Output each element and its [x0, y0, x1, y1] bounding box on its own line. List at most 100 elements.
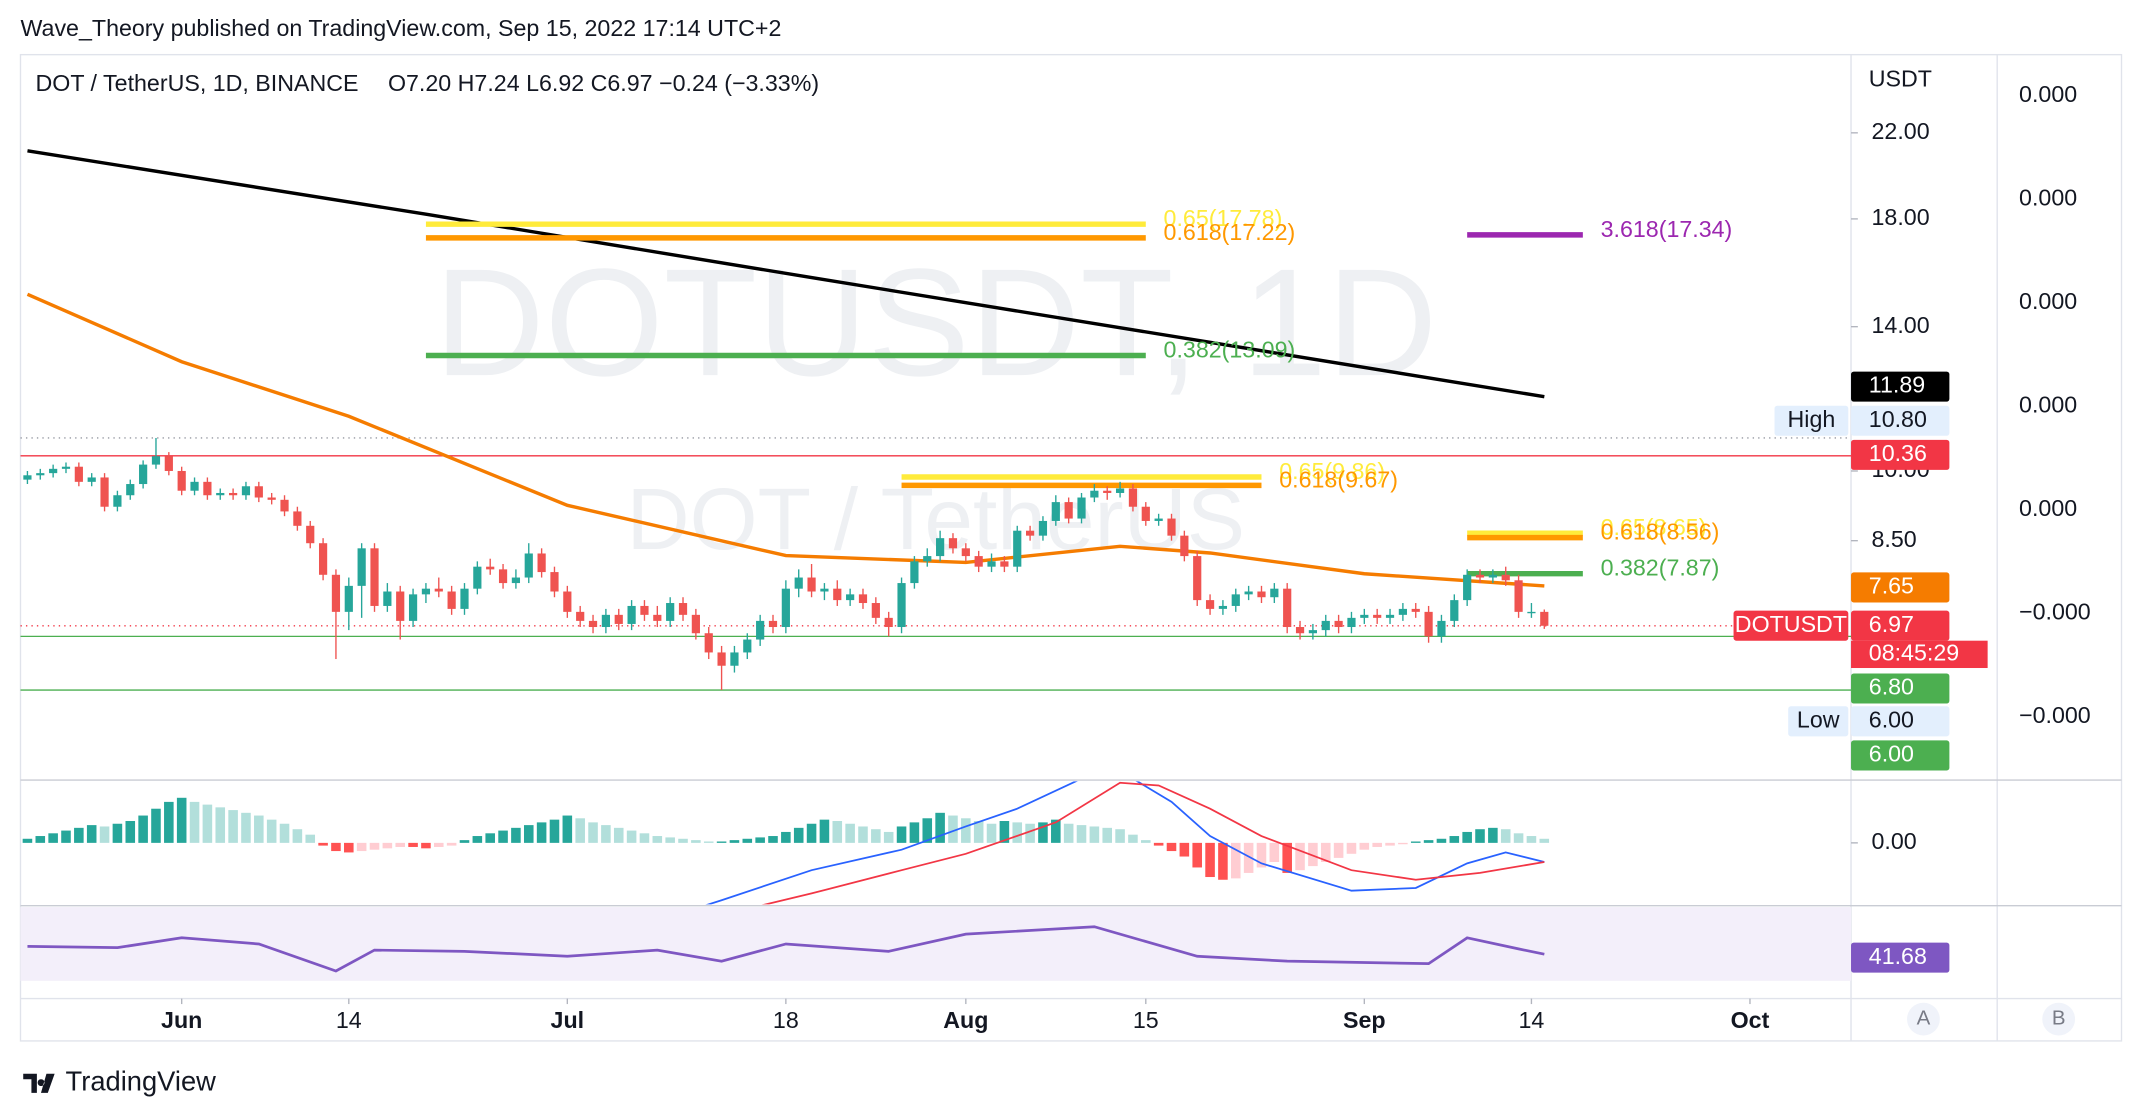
candle-body: [1270, 588, 1279, 598]
macd-histogram-bar: [716, 841, 727, 843]
macd-histogram-bar: [523, 825, 534, 843]
candle-body: [318, 543, 328, 575]
macd-line: [705, 781, 1545, 905]
candle-body: [936, 538, 945, 557]
candle-body: [1115, 488, 1125, 493]
fib-label: 0.618(17.22): [1164, 219, 1296, 245]
macd-histogram-bar: [228, 810, 238, 843]
macd-histogram-bar: [1320, 842, 1331, 862]
macd-histogram-bar: [1488, 827, 1498, 843]
macd-histogram-bar: [1423, 840, 1434, 843]
candle-body: [704, 633, 713, 653]
macd-histogram-bar: [164, 801, 174, 843]
candle-body: [537, 553, 546, 573]
right-scale-label: −0.000: [2019, 702, 2091, 728]
candle-body: [49, 468, 58, 474]
macd-histogram-bar: [626, 830, 637, 843]
candle-body: [923, 556, 932, 562]
candle-body: [254, 486, 263, 498]
candle-body: [1475, 574, 1485, 578]
candle-body: [1514, 580, 1523, 612]
macd-histogram-bar: [305, 834, 316, 843]
right-scale-label: 0.000: [2019, 391, 2077, 417]
candle-body: [1231, 594, 1240, 606]
scale-button[interactable]: [2042, 1002, 2076, 1036]
y-tick-label: 0.00: [1872, 828, 1917, 854]
candle-body: [61, 466, 71, 469]
candle-body: [113, 495, 122, 507]
candle-body: [434, 588, 443, 592]
candle-body: [396, 591, 405, 621]
candle-body: [717, 652, 726, 666]
candle-body: [987, 561, 996, 567]
macd-histogram-bar: [1436, 838, 1447, 843]
macd-histogram-bar: [1076, 825, 1087, 843]
macd-histogram-bar: [832, 821, 843, 843]
candle-body: [1205, 600, 1215, 609]
macd-histogram-bar: [331, 842, 341, 852]
candle-body: [1013, 530, 1022, 567]
candle-body: [846, 594, 855, 601]
candle-body: [858, 594, 868, 604]
fib-label: 0.382(7.87): [1601, 555, 1720, 581]
candle-body: [1424, 611, 1433, 637]
y-tick-label: 22.00: [1872, 118, 1930, 144]
candle-body: [460, 588, 469, 609]
candle-body: [1321, 620, 1330, 631]
brand: TradingView: [66, 1066, 217, 1097]
candle-body: [1527, 611, 1536, 614]
overlay: 22.0018.0014.0010.008.500.0000.0000.0000…: [161, 81, 2091, 1036]
rsi-line: [27, 925, 1545, 973]
macd-histogram-bar: [1539, 838, 1550, 843]
scale-button[interactable]: [1907, 1002, 1940, 1036]
candle-body: [203, 481, 212, 496]
right-scale-label: −0.000: [2019, 599, 2091, 625]
x-tick-label: Sep: [1343, 1007, 1386, 1033]
candle-body: [216, 492, 225, 496]
candle-body: [447, 591, 456, 609]
candle-body: [1103, 490, 1112, 493]
macd-histogram-bar: [1102, 827, 1113, 843]
x-tick-label: Aug: [943, 1007, 988, 1033]
moving-average: [27, 149, 1545, 399]
candle-body: [293, 511, 302, 526]
candle-body: [1501, 574, 1510, 581]
candle-body: [1334, 620, 1343, 628]
macd-histogram-bar: [1526, 836, 1537, 843]
macd-histogram-bar: [562, 815, 573, 843]
axis-unit: USDT: [1869, 66, 1932, 92]
rsi-tag-label: 41.68: [1869, 943, 1927, 969]
candle-body: [486, 566, 495, 570]
fib-label: 0.618(9.67): [1279, 466, 1398, 492]
macd-histogram-bar: [973, 821, 984, 843]
macd-histogram-bar: [1025, 823, 1035, 843]
price-tag: [1851, 610, 1950, 641]
candle-body: [1038, 520, 1048, 536]
price-tag-label: 10.36: [1869, 440, 1927, 466]
fib-label: 3.618(17.34): [1601, 216, 1733, 242]
candle-body: [948, 538, 958, 549]
price-tag-label: 6.80: [1869, 674, 1914, 700]
macd-histogram-bar: [1115, 829, 1125, 843]
macd-histogram-bar: [948, 815, 958, 843]
y-tick-label: 14.00: [1872, 312, 1930, 338]
macd-histogram-bar: [1513, 833, 1524, 843]
macd-histogram-bar: [356, 842, 367, 852]
candle-body: [229, 492, 238, 496]
macd-histogram-bar: [742, 838, 753, 843]
macd-histogram-bar: [1256, 842, 1267, 868]
macd-histogram-bar: [678, 838, 688, 843]
macd-histogram-bar: [858, 826, 868, 843]
candle-body: [1385, 614, 1395, 618]
macd-histogram-bar: [845, 823, 855, 843]
macd-histogram-bar: [369, 842, 380, 850]
macd-histogram-bar: [1308, 842, 1318, 867]
macd-histogram-bar: [1089, 826, 1100, 843]
right-scale-label: 0.000: [2019, 495, 2077, 521]
candle-body: [151, 456, 161, 465]
candle-body: [524, 553, 533, 578]
macd-histogram-bar: [922, 818, 933, 843]
candle-body: [1167, 518, 1176, 536]
macd-histogram-bar: [755, 837, 765, 843]
candle-body: [1193, 556, 1202, 601]
